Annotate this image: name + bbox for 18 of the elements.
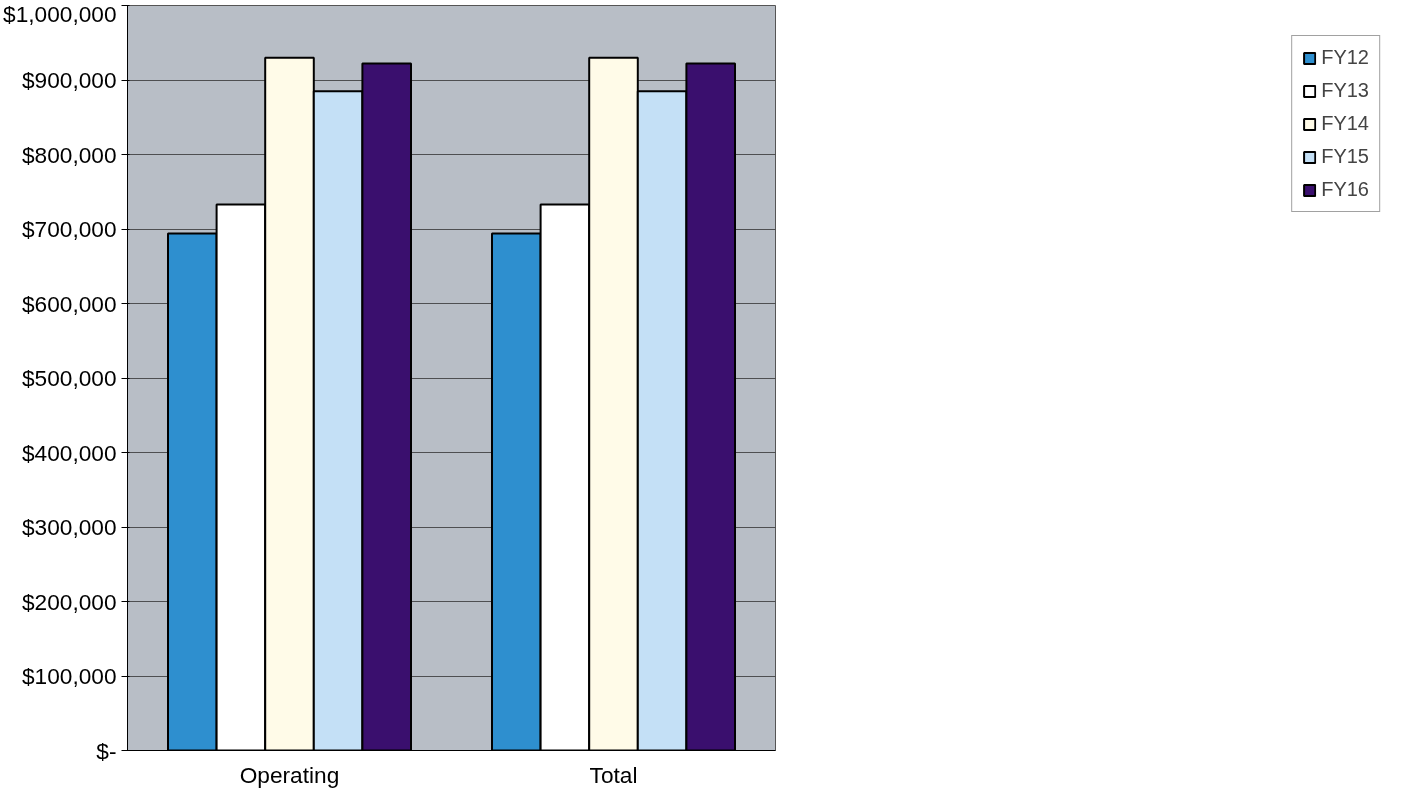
y-tick-label: $700,000 bbox=[22, 216, 117, 242]
y-tick-label: $400,000 bbox=[22, 439, 117, 466]
x-tick-label: Operating bbox=[239, 761, 340, 788]
legend-label: FY14 bbox=[1321, 112, 1369, 135]
y-tick-label: $300,000 bbox=[22, 514, 117, 540]
y-tick-label: $900,000 bbox=[22, 67, 117, 93]
x-tick-label: Total bbox=[589, 761, 638, 788]
y-tick-label: $- bbox=[96, 737, 117, 764]
y-tick-label: $200,000 bbox=[22, 588, 117, 615]
y-tick-label: $1,000,000 bbox=[3, 0, 117, 27]
y-tick-label: $500,000 bbox=[22, 365, 117, 391]
y-tick-label: $600,000 bbox=[22, 290, 117, 317]
legend-label: FY13 bbox=[1321, 79, 1369, 102]
legend-label: FY16 bbox=[1321, 178, 1369, 201]
y-tick-label: $100,000 bbox=[22, 663, 117, 689]
legend-label: FY12 bbox=[1321, 46, 1369, 69]
legend-label: FY15 bbox=[1321, 145, 1369, 168]
y-tick-label: $800,000 bbox=[22, 141, 117, 168]
